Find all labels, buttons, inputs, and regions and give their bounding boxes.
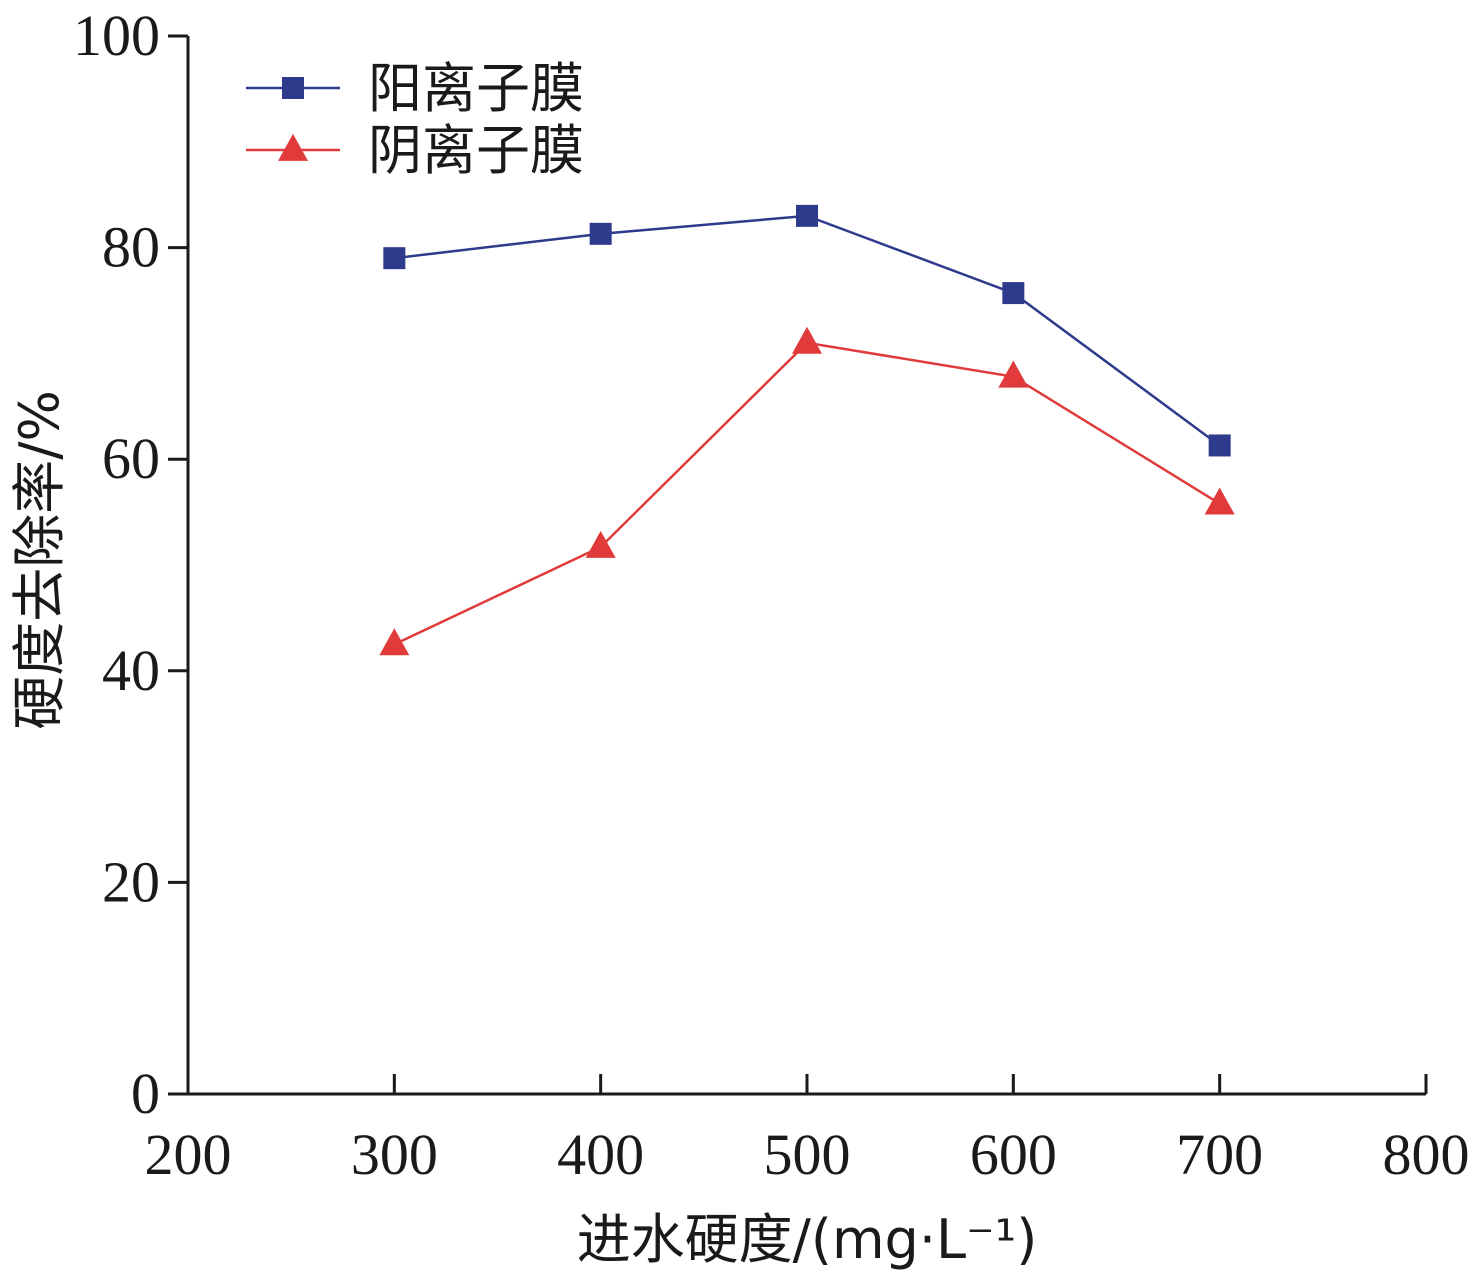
x-tick-label: 200	[145, 1122, 232, 1187]
y-tick-label: 80	[102, 215, 160, 280]
x-tick-label: 600	[970, 1122, 1057, 1187]
y-tick-label: 40	[102, 638, 160, 703]
legend-item-1: 阳离子膜	[246, 57, 584, 120]
data-point	[1208, 434, 1231, 457]
series-1	[383, 204, 1231, 457]
data-point	[589, 222, 612, 245]
y-tick-label: 60	[102, 426, 160, 491]
x-tick-label: 300	[351, 1122, 438, 1187]
data-point	[796, 204, 818, 227]
series-line	[393, 341, 1221, 646]
y-tick-label: 0	[131, 1061, 160, 1126]
series-2	[379, 326, 1235, 656]
data-point	[1002, 282, 1025, 305]
data-point	[792, 326, 822, 354]
x-tick-label: 400	[557, 1122, 644, 1187]
y-tick-label: 20	[102, 849, 160, 914]
y-tick-label: 100	[73, 3, 160, 68]
y-axis-title: 硬度去除率/%	[8, 390, 71, 730]
x-tick-label: 800	[1383, 1122, 1470, 1187]
legend-label: 阳离子膜	[368, 57, 584, 120]
legend-marker	[278, 133, 308, 161]
legend-marker	[282, 77, 304, 99]
x-axis-title: 进水硬度/(mg·L⁻¹)	[577, 1208, 1038, 1271]
x-tick-label: 700	[1176, 1122, 1263, 1187]
data-point	[1204, 487, 1235, 515]
data-point	[585, 530, 616, 558]
data-point	[383, 247, 406, 270]
data-point	[379, 628, 410, 656]
x-tick-label: 500	[764, 1122, 851, 1187]
data-point	[998, 360, 1029, 388]
legend-label: 阴离子膜	[368, 119, 584, 182]
legend-item-2: 阴离子膜	[246, 119, 584, 182]
